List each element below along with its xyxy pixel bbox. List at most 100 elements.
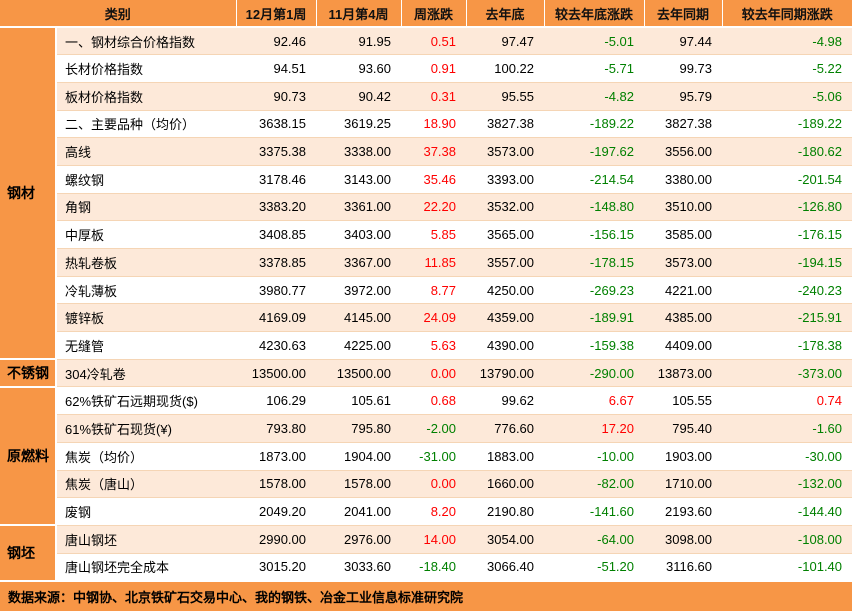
- group-label-steel: 钢材: [0, 25, 57, 360]
- table-row: 钢坯 唐山钢坯 2990.00 2976.00 14.00 3054.00 -64.00 30…: [0, 524, 852, 581]
- cell-vs-year-end: -159.38: [544, 331, 645, 360]
- cell-last-year-end: 4390.00: [466, 331, 545, 360]
- table-row: 板材价格指数 90.73 90.42 0.31 95.55 -4.82 95.79 -5.06: [0, 82, 852, 111]
- cell-vs-same-period: -180.62: [722, 137, 852, 166]
- cell-dec-week1: 3408.85: [236, 220, 317, 249]
- cell-nov-week4: 90.42: [316, 82, 402, 111]
- cell-last-year-end: 99.62: [466, 386, 545, 416]
- cell-nov-week4: 91.95: [316, 27, 402, 56]
- cell-nov-week4: 3972.00: [316, 276, 402, 305]
- cell-weekly-change: 37.38: [401, 137, 467, 166]
- column-header-vs-same-period: 较去年同期涨跌: [721, 0, 852, 28]
- cell-vs-same-period: -201.54: [722, 165, 852, 194]
- cell-dec-week1: 90.73: [236, 82, 317, 111]
- cell-weekly-change: 14.00: [401, 525, 467, 554]
- cell-vs-same-period: -178.38: [722, 331, 852, 360]
- cell-nov-week4: 3619.25: [316, 110, 402, 139]
- cell-last-year-same-period: 3098.00: [644, 525, 723, 554]
- cell-vs-year-end: -4.82: [544, 82, 645, 111]
- cell-dec-week1: 13500.00: [236, 359, 317, 388]
- cell-vs-year-end: -10.00: [544, 442, 645, 471]
- cell-weekly-change: -18.40: [401, 553, 467, 582]
- cell-last-year-end: 95.55: [466, 82, 545, 111]
- cell-dec-week1: 3638.15: [236, 110, 317, 139]
- cell-nov-week4: 3361.00: [316, 193, 402, 222]
- cell-dec-week1: 3015.20: [236, 553, 317, 582]
- cell-vs-same-period: -215.91: [722, 303, 852, 333]
- row-label: 热轧卷板: [56, 248, 237, 277]
- cell-vs-year-end: -290.00: [544, 359, 645, 388]
- cell-dec-week1: 94.51: [236, 54, 317, 83]
- cell-last-year-same-period: 3116.60: [644, 553, 723, 582]
- column-header-nov-week4: 11月第4周: [315, 0, 402, 28]
- cell-vs-same-period: -5.22: [722, 54, 852, 83]
- cell-vs-year-end: -82.00: [544, 470, 645, 499]
- cell-vs-same-period: -1.60: [722, 414, 852, 443]
- cell-nov-week4: 3367.00: [316, 248, 402, 277]
- table-row: 高线 3375.38 3338.00 37.38 3573.00 -197.62 3556.…: [0, 137, 852, 166]
- column-header-last-year-same-period: 去年同期: [643, 0, 723, 28]
- cell-weekly-change: 24.09: [401, 303, 467, 333]
- table-row: 焦炭（均价） 1873.00 1904.00 -31.00 1883.00 -10.00 1…: [0, 442, 852, 471]
- cell-vs-year-end: -214.54: [544, 165, 645, 194]
- cell-last-year-same-period: 3585.00: [644, 220, 723, 249]
- row-label: 螺纹钢: [56, 165, 237, 194]
- table-footer: 数据来源：中钢协、北京铁矿石交易中心、我的钢铁、冶金工业信息标准研究院: [0, 580, 852, 611]
- cell-weekly-change: 35.46: [401, 165, 467, 194]
- cell-last-year-end: 3565.00: [466, 220, 545, 249]
- cell-last-year-end: 13790.00: [466, 359, 545, 388]
- row-label: 角钢: [56, 193, 237, 222]
- cell-vs-year-end: -141.60: [544, 497, 645, 526]
- cell-last-year-end: 3532.00: [466, 193, 545, 222]
- table-row: 中厚板 3408.85 3403.00 5.85 3565.00 -156.15 3585.…: [0, 220, 852, 249]
- table-row: 唐山钢坯完全成本 3015.20 3033.60 -18.40 3066.40 -51.2…: [0, 553, 852, 582]
- cell-dec-week1: 793.80: [236, 414, 317, 443]
- cell-vs-same-period: -101.40: [722, 553, 852, 582]
- cell-nov-week4: 1578.00: [316, 470, 402, 499]
- cell-vs-year-end: -178.15: [544, 248, 645, 277]
- cell-vs-same-period: -240.23: [722, 276, 852, 305]
- cell-nov-week4: 4225.00: [316, 331, 402, 360]
- cell-nov-week4: 13500.00: [316, 359, 402, 388]
- cell-weekly-change: 5.85: [401, 220, 467, 249]
- row-label: 唐山钢坯: [56, 525, 237, 554]
- cell-nov-week4: 3403.00: [316, 220, 402, 249]
- cell-last-year-same-period: 99.73: [644, 54, 723, 83]
- table-row: 钢材 一、钢材综合价格指数 92.46 91.95 0.51 97.47 -5.01 97.4…: [0, 25, 852, 360]
- cell-vs-same-period: -30.00: [722, 442, 852, 471]
- cell-last-year-same-period: 105.55: [644, 386, 723, 416]
- table-row: 无缝管 4230.63 4225.00 5.63 4390.00 -159.38 4409.…: [0, 331, 852, 360]
- row-label: 中厚板: [56, 220, 237, 249]
- cell-last-year-same-period: 2193.60: [644, 497, 723, 526]
- cell-nov-week4: 105.61: [316, 386, 402, 416]
- cell-vs-same-period: -4.98: [722, 27, 852, 56]
- cell-weekly-change: 0.31: [401, 82, 467, 111]
- cell-vs-year-end: -156.15: [544, 220, 645, 249]
- table-row: 冷轧薄板 3980.77 3972.00 8.77 4250.00 -269.23 4221…: [0, 276, 852, 305]
- cell-last-year-end: 3066.40: [466, 553, 545, 582]
- cell-nov-week4: 795.80: [316, 414, 402, 443]
- cell-vs-same-period: -108.00: [722, 525, 852, 554]
- cell-last-year-same-period: 1710.00: [644, 470, 723, 499]
- cell-weekly-change: 5.63: [401, 331, 467, 360]
- cell-last-year-end: 97.47: [466, 27, 545, 56]
- cell-vs-year-end: -189.91: [544, 303, 645, 333]
- cell-vs-year-end: -189.22: [544, 110, 645, 139]
- table-row: 废钢 2049.20 2041.00 8.20 2190.80 -141.60 2193.6…: [0, 497, 852, 526]
- cell-last-year-end: 3557.00: [466, 248, 545, 277]
- cell-dec-week1: 3178.46: [236, 165, 317, 194]
- table-row: 螺纹钢 3178.46 3143.00 35.46 3393.00 -214.54 3380…: [0, 165, 852, 194]
- group-label-billet: 钢坯: [0, 524, 57, 581]
- cell-dec-week1: 3378.85: [236, 248, 317, 277]
- cell-last-year-same-period: 4409.00: [644, 331, 723, 360]
- group-label-raw-fuel: 原燃料: [0, 385, 57, 526]
- cell-dec-week1: 3375.38: [236, 137, 317, 166]
- cell-last-year-end: 2190.80: [466, 497, 545, 526]
- row-label: 61%铁矿石现货(¥): [56, 414, 237, 443]
- cell-dec-week1: 4230.63: [236, 331, 317, 360]
- cell-last-year-same-period: 3556.00: [644, 137, 723, 166]
- cell-vs-same-period: -126.80: [722, 193, 852, 222]
- cell-vs-same-period: 0.74: [722, 386, 852, 416]
- footer-row: 数据来源：中钢协、北京铁矿石交易中心、我的钢铁、冶金工业信息标准研究院: [0, 580, 852, 611]
